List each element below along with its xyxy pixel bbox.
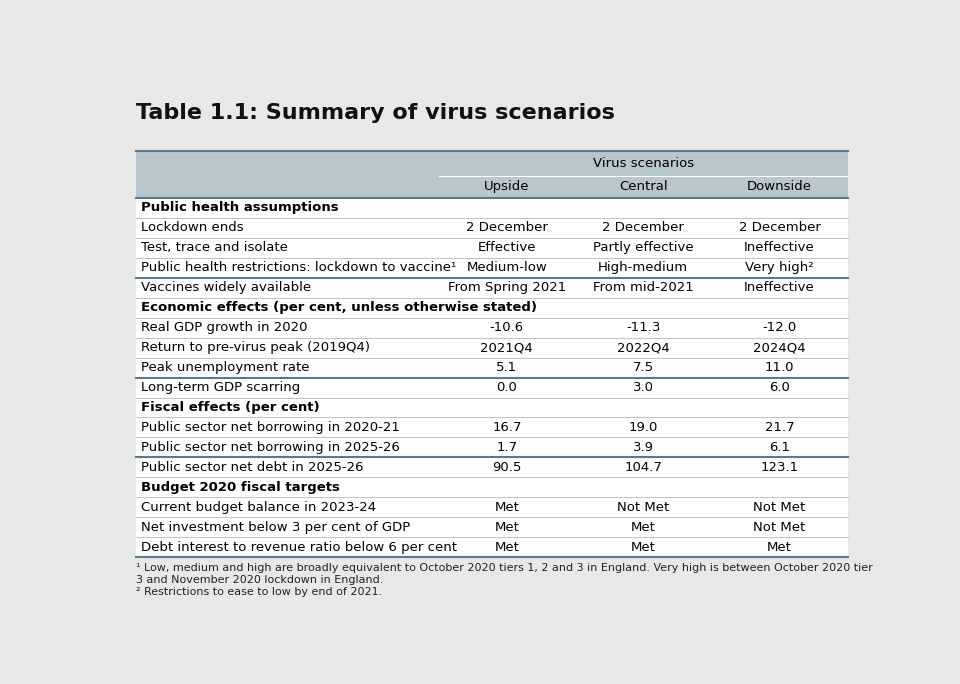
Text: 104.7: 104.7	[624, 461, 662, 474]
Text: Fiscal effects (per cent): Fiscal effects (per cent)	[141, 401, 320, 414]
Text: Long-term GDP scarring: Long-term GDP scarring	[141, 381, 300, 394]
Bar	[136, 417, 848, 437]
Text: Not Met: Not Met	[754, 521, 805, 534]
Text: From mid-2021: From mid-2021	[592, 281, 693, 294]
Bar	[136, 497, 848, 517]
Text: 7.5: 7.5	[633, 361, 654, 374]
Text: Budget 2020 fiscal targets: Budget 2020 fiscal targets	[141, 481, 340, 494]
Bar	[136, 378, 848, 397]
Text: -10.6: -10.6	[490, 321, 524, 334]
Text: Very high²: Very high²	[745, 261, 814, 274]
Text: Met: Met	[494, 540, 519, 553]
Text: Public sector net debt in 2025-26: Public sector net debt in 2025-26	[141, 461, 363, 474]
Bar	[136, 258, 848, 278]
Text: 2022Q4: 2022Q4	[616, 341, 669, 354]
Bar	[136, 198, 848, 218]
Text: 123.1: 123.1	[760, 461, 799, 474]
Text: ² Restrictions to ease to low by end of 2021.: ² Restrictions to ease to low by end of …	[136, 587, 383, 596]
Text: Peak unemployment rate: Peak unemployment rate	[141, 361, 309, 374]
Text: Vaccines widely available: Vaccines widely available	[141, 281, 311, 294]
Text: Medium-low: Medium-low	[467, 261, 547, 274]
Text: Effective: Effective	[477, 241, 536, 254]
Text: Table 1.1: Summary of virus scenarios: Table 1.1: Summary of virus scenarios	[136, 103, 615, 123]
Text: Ineffective: Ineffective	[744, 281, 815, 294]
Bar	[136, 298, 848, 317]
Text: Central: Central	[619, 181, 667, 194]
Bar	[136, 176, 848, 198]
Text: Public health assumptions: Public health assumptions	[141, 201, 339, 214]
Text: Public sector net borrowing in 2020-21: Public sector net borrowing in 2020-21	[141, 421, 399, 434]
Text: 2021Q4: 2021Q4	[480, 341, 533, 354]
Text: 90.5: 90.5	[492, 461, 521, 474]
Bar	[136, 278, 848, 298]
Text: Current budget balance in 2023-24: Current budget balance in 2023-24	[141, 501, 376, 514]
Bar	[136, 238, 848, 258]
Bar	[136, 150, 848, 557]
Text: Return to pre-virus peak (2019Q4): Return to pre-virus peak (2019Q4)	[141, 341, 370, 354]
Text: 2 December: 2 December	[738, 222, 821, 235]
Text: Met: Met	[631, 521, 656, 534]
Text: 2 December: 2 December	[602, 222, 684, 235]
Text: Real GDP growth in 2020: Real GDP growth in 2020	[141, 321, 307, 334]
Bar	[136, 458, 848, 477]
Text: High-medium: High-medium	[598, 261, 688, 274]
Bar	[136, 150, 848, 176]
Text: Met: Met	[494, 521, 519, 534]
Text: 16.7: 16.7	[492, 421, 521, 434]
Text: 21.7: 21.7	[765, 421, 794, 434]
Text: Partly effective: Partly effective	[593, 241, 693, 254]
Text: Economic effects (per cent, unless otherwise stated): Economic effects (per cent, unless other…	[141, 301, 537, 314]
Text: Debt interest to revenue ratio below 6 per cent: Debt interest to revenue ratio below 6 p…	[141, 540, 457, 553]
Bar	[136, 358, 848, 378]
Text: 3.9: 3.9	[633, 441, 654, 454]
Text: Met: Met	[631, 540, 656, 553]
Text: 6.1: 6.1	[769, 441, 790, 454]
Text: Ineffective: Ineffective	[744, 241, 815, 254]
Text: -11.3: -11.3	[626, 321, 660, 334]
Text: 3.0: 3.0	[633, 381, 654, 394]
Text: Virus scenarios: Virus scenarios	[592, 157, 694, 170]
Text: Net investment below 3 per cent of GDP: Net investment below 3 per cent of GDP	[141, 521, 410, 534]
Text: ¹ Low, medium and high are broadly equivalent to October 2020 tiers 1, 2 and 3 i: ¹ Low, medium and high are broadly equiv…	[136, 564, 873, 573]
Bar	[136, 218, 848, 238]
Text: Public health restrictions: lockdown to vaccine¹: Public health restrictions: lockdown to …	[141, 261, 456, 274]
Text: Upside: Upside	[484, 181, 530, 194]
Text: 1.7: 1.7	[496, 441, 517, 454]
Bar	[136, 477, 848, 497]
Text: Met: Met	[767, 540, 792, 553]
Text: From Spring 2021: From Spring 2021	[447, 281, 566, 294]
Text: 0.0: 0.0	[496, 381, 517, 394]
Text: 6.0: 6.0	[769, 381, 790, 394]
Text: Public sector net borrowing in 2025-26: Public sector net borrowing in 2025-26	[141, 441, 399, 454]
Bar	[136, 338, 848, 358]
Text: 2 December: 2 December	[466, 222, 548, 235]
Text: 3 and November 2020 lockdown in England.: 3 and November 2020 lockdown in England.	[136, 575, 384, 585]
Text: Downside: Downside	[747, 181, 812, 194]
Text: Not Met: Not Met	[754, 501, 805, 514]
Bar	[136, 517, 848, 537]
Text: -12.0: -12.0	[762, 321, 797, 334]
Bar	[136, 317, 848, 338]
Text: 5.1: 5.1	[496, 361, 517, 374]
Bar	[136, 397, 848, 417]
Text: Test, trace and isolate: Test, trace and isolate	[141, 241, 288, 254]
Bar	[136, 537, 848, 557]
Text: Lockdown ends: Lockdown ends	[141, 222, 244, 235]
Bar	[136, 437, 848, 458]
Text: 2024Q4: 2024Q4	[754, 341, 805, 354]
Text: Met: Met	[494, 501, 519, 514]
Text: 11.0: 11.0	[765, 361, 794, 374]
Text: Not Met: Not Met	[617, 501, 669, 514]
Text: 19.0: 19.0	[629, 421, 658, 434]
